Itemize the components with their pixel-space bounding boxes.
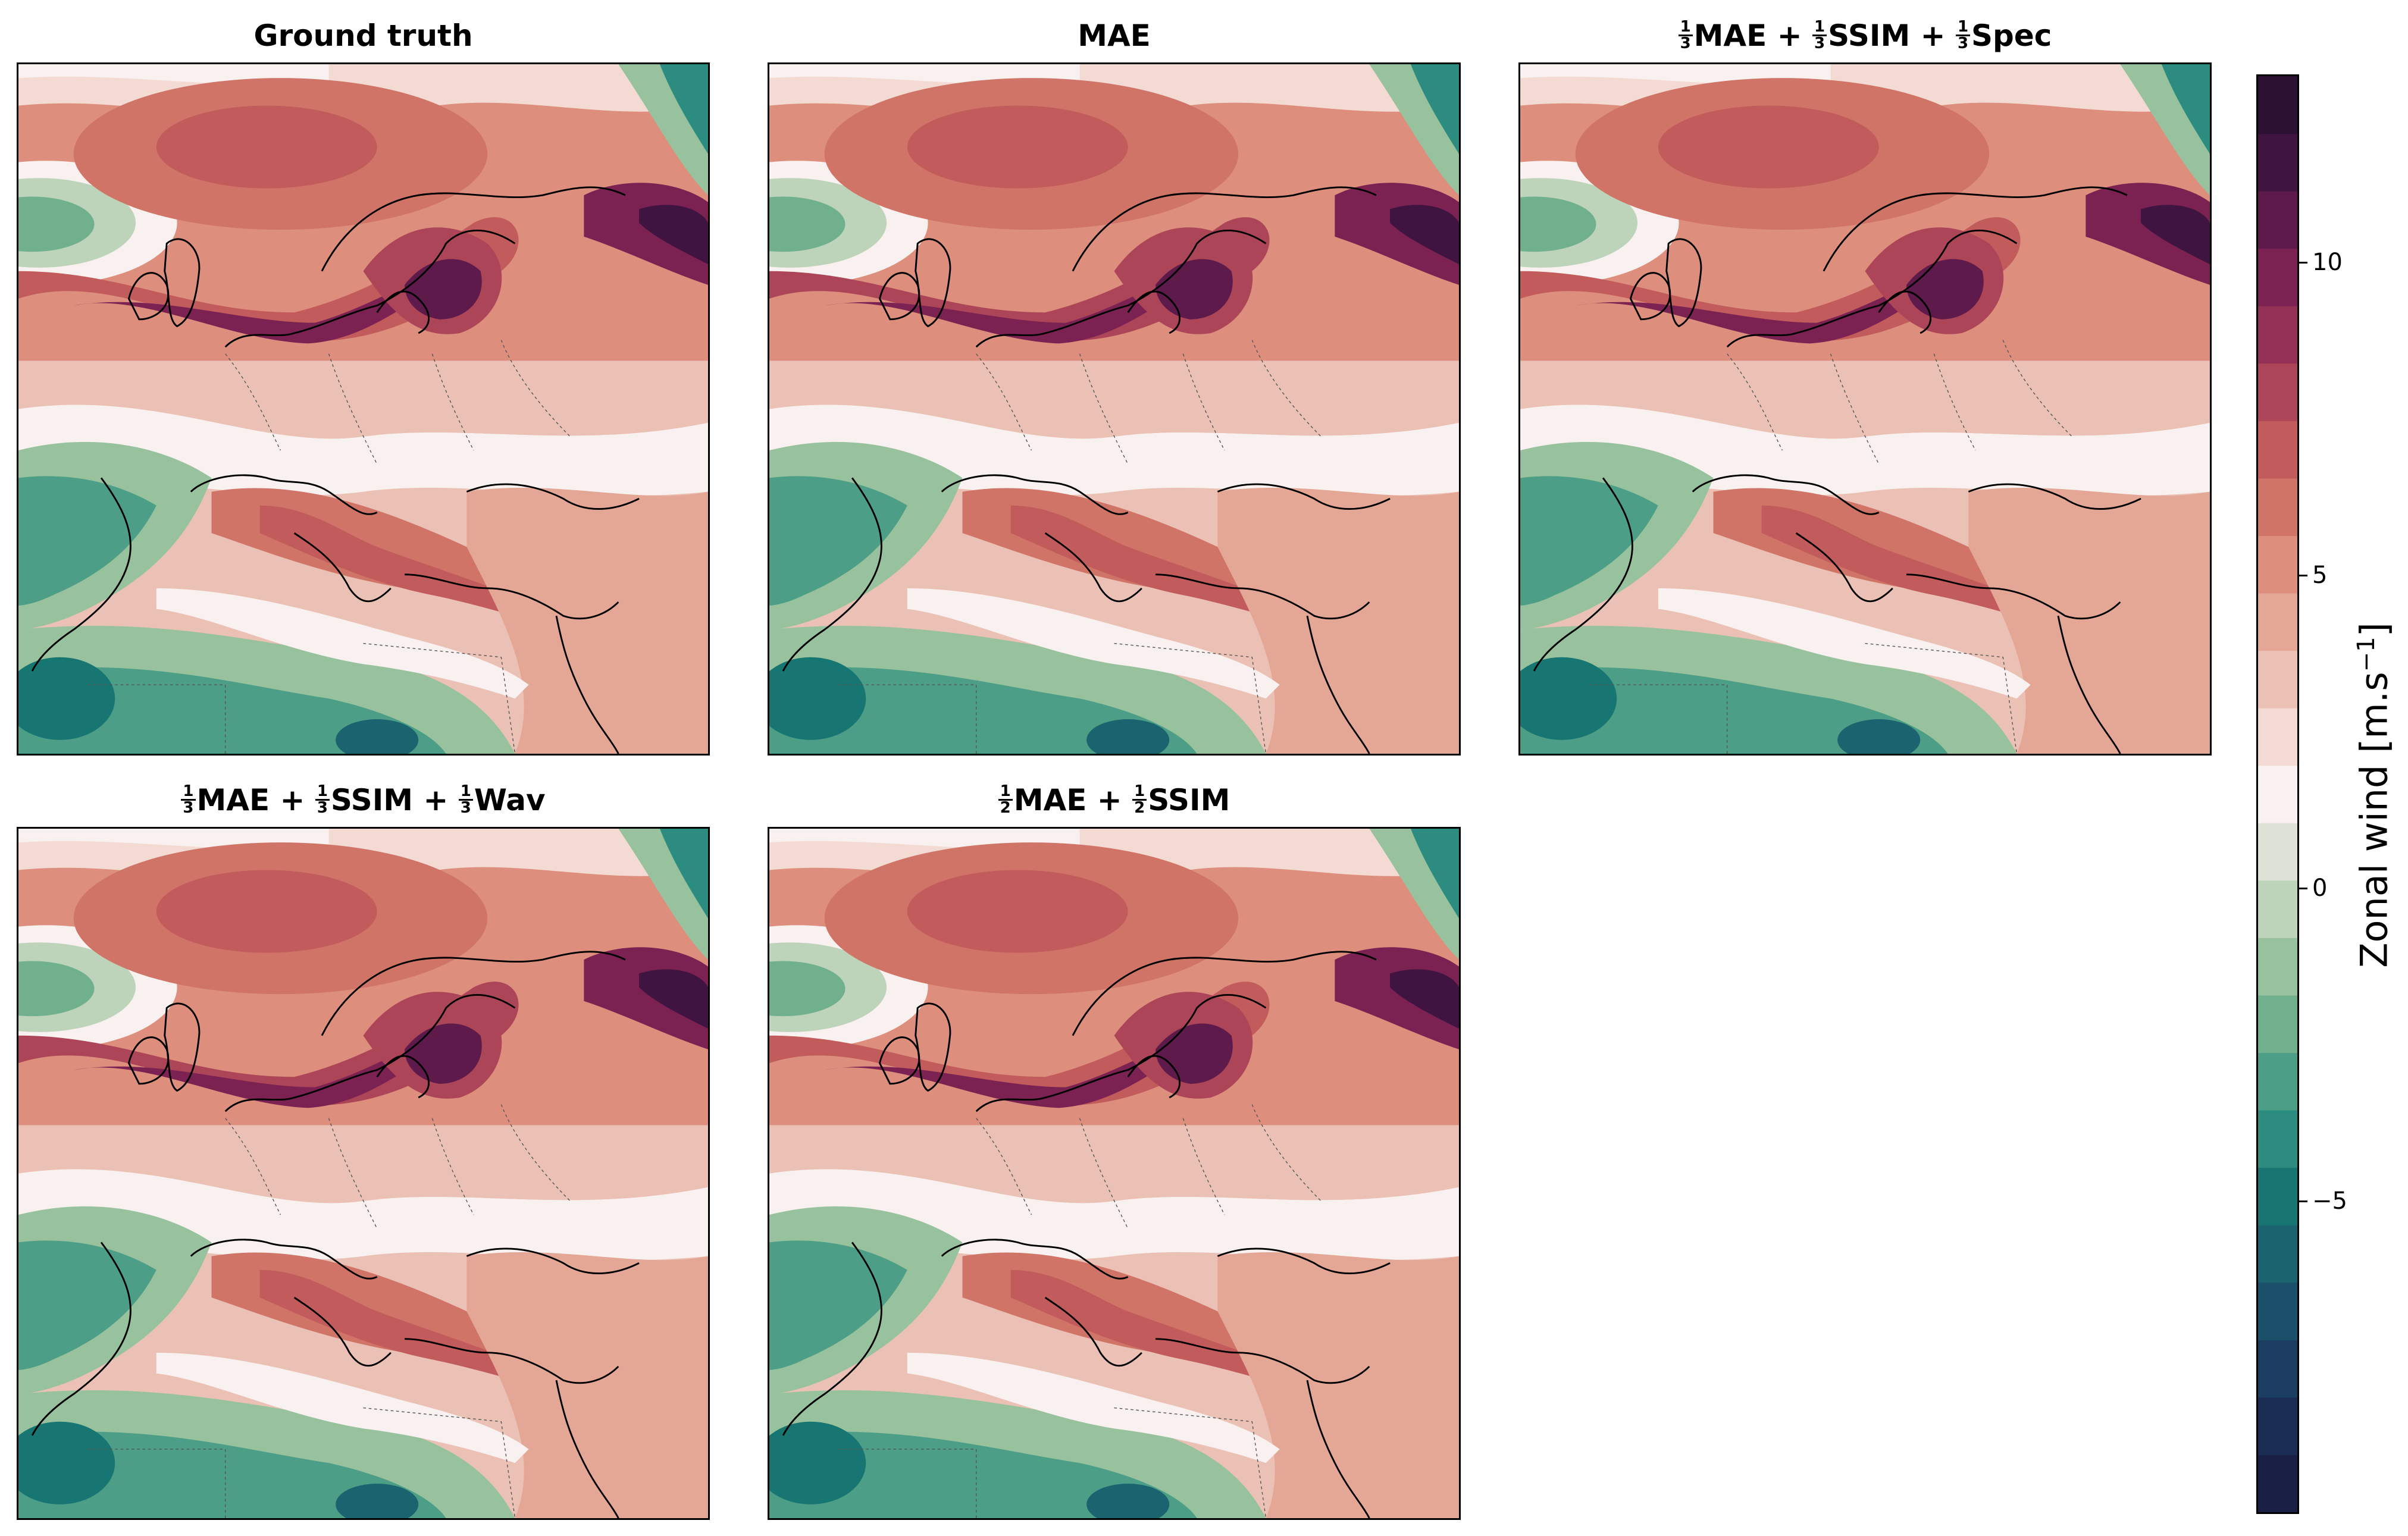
panel-title-text: Ground truth [253,18,473,53]
colorbar-segment [2258,1455,2297,1513]
colorbar-segment [2258,650,2297,709]
colorbar-segment [2258,421,2297,479]
colorbar-tick-label: −5 [2312,1187,2347,1215]
panel-title: 1 3 MAE + 1 3 SSIM + 1 3 Wav [17,782,710,818]
colorbar-label: Zonal wind [m.s−1] [2352,622,2396,968]
map-panel [17,62,710,756]
colorbar-tick-mark [2299,887,2307,889]
colorbar-tick-label: 10 [2312,248,2343,276]
colorbar-segment [2258,708,2297,766]
loss-term-label: SSIM [330,783,414,817]
map-panel [768,62,1461,756]
loss-term-label: MAE [196,783,270,817]
colorbar-segment [2258,1282,2297,1340]
colorbar-segment [2258,593,2297,651]
fraction-numerator: 1 [1812,19,1827,36]
colorbar-segment [2258,1397,2297,1455]
fraction-numerator: 1 [181,783,196,801]
colorbar-segment [2258,1110,2297,1168]
title-separator: + [270,783,315,817]
panel-title: MAE [768,18,1461,54]
colorbar-segment [2258,1225,2297,1283]
colorbar-segment [2258,995,2297,1054]
title-separator: + [1767,18,1812,53]
map-panel [768,827,1461,1520]
map-panel [17,827,710,1520]
fraction-denominator: 3 [1957,35,1969,52]
fraction-denominator: 2 [1000,799,1011,817]
colorbar-segment [2258,248,2297,306]
fraction-numerator: 1 [458,783,473,801]
fraction-numerator: 1 [315,783,330,801]
fraction-denominator: 3 [183,799,194,817]
colorbar-segment [2258,880,2297,938]
fraction-numerator: 1 [1678,19,1693,36]
title-separator: + [1086,783,1133,817]
colorbar [2256,74,2299,1514]
fraction-numerator: 1 [1132,783,1147,801]
colorbar-segment [2258,535,2297,594]
colorbar-gradient [2258,76,2297,1513]
colorbar-tick-label: 5 [2312,561,2328,589]
loss-term-label: MAE [1693,18,1767,53]
colorbar-segment [2258,1167,2297,1225]
colorbar-tick-mark [2299,261,2307,264]
colorbar-segment [2258,823,2297,881]
colorbar-segment [2258,1340,2297,1398]
title-separator: + [413,783,459,817]
title-separator: + [1910,18,1956,53]
colorbar-tick-mark [2299,1200,2307,1202]
colorbar-tick-label: 0 [2312,874,2328,902]
loss-term-label: SSIM [1828,18,1911,53]
fraction-denominator: 3 [460,799,471,817]
fraction-denominator: 3 [1814,35,1825,52]
colorbar-segment [2258,478,2297,536]
colorbar-segment [2258,306,2297,364]
colorbar-segment [2258,191,2297,249]
fraction-denominator: 2 [1134,799,1145,817]
colorbar-segment [2258,938,2297,996]
colorbar-segment [2258,1052,2297,1111]
panel-title: 1 2 MAE + 1 2 SSIM [768,782,1461,818]
fraction-denominator: 3 [1680,35,1691,52]
fraction-numerator: 1 [998,783,1013,801]
fraction-numerator: 1 [1955,19,1971,36]
colorbar-segment [2258,363,2297,421]
panel-title-text: MAE [1078,18,1151,53]
panel-title: 1 3 MAE + 1 3 SSIM + 1 3 Spec [1518,18,2212,54]
map-panel [1518,62,2212,756]
loss-term-label: Spec [1971,18,2052,53]
colorbar-tick-mark [2299,574,2307,576]
colorbar-segment [2258,76,2297,134]
loss-term-label: MAE [1013,783,1087,817]
colorbar-segment [2258,133,2297,192]
fraction-denominator: 3 [317,799,328,817]
loss-term-label: SSIM [1148,783,1230,817]
loss-term-label: Wav [474,783,546,817]
panel-title: Ground truth [17,18,710,54]
colorbar-segment [2258,765,2297,823]
